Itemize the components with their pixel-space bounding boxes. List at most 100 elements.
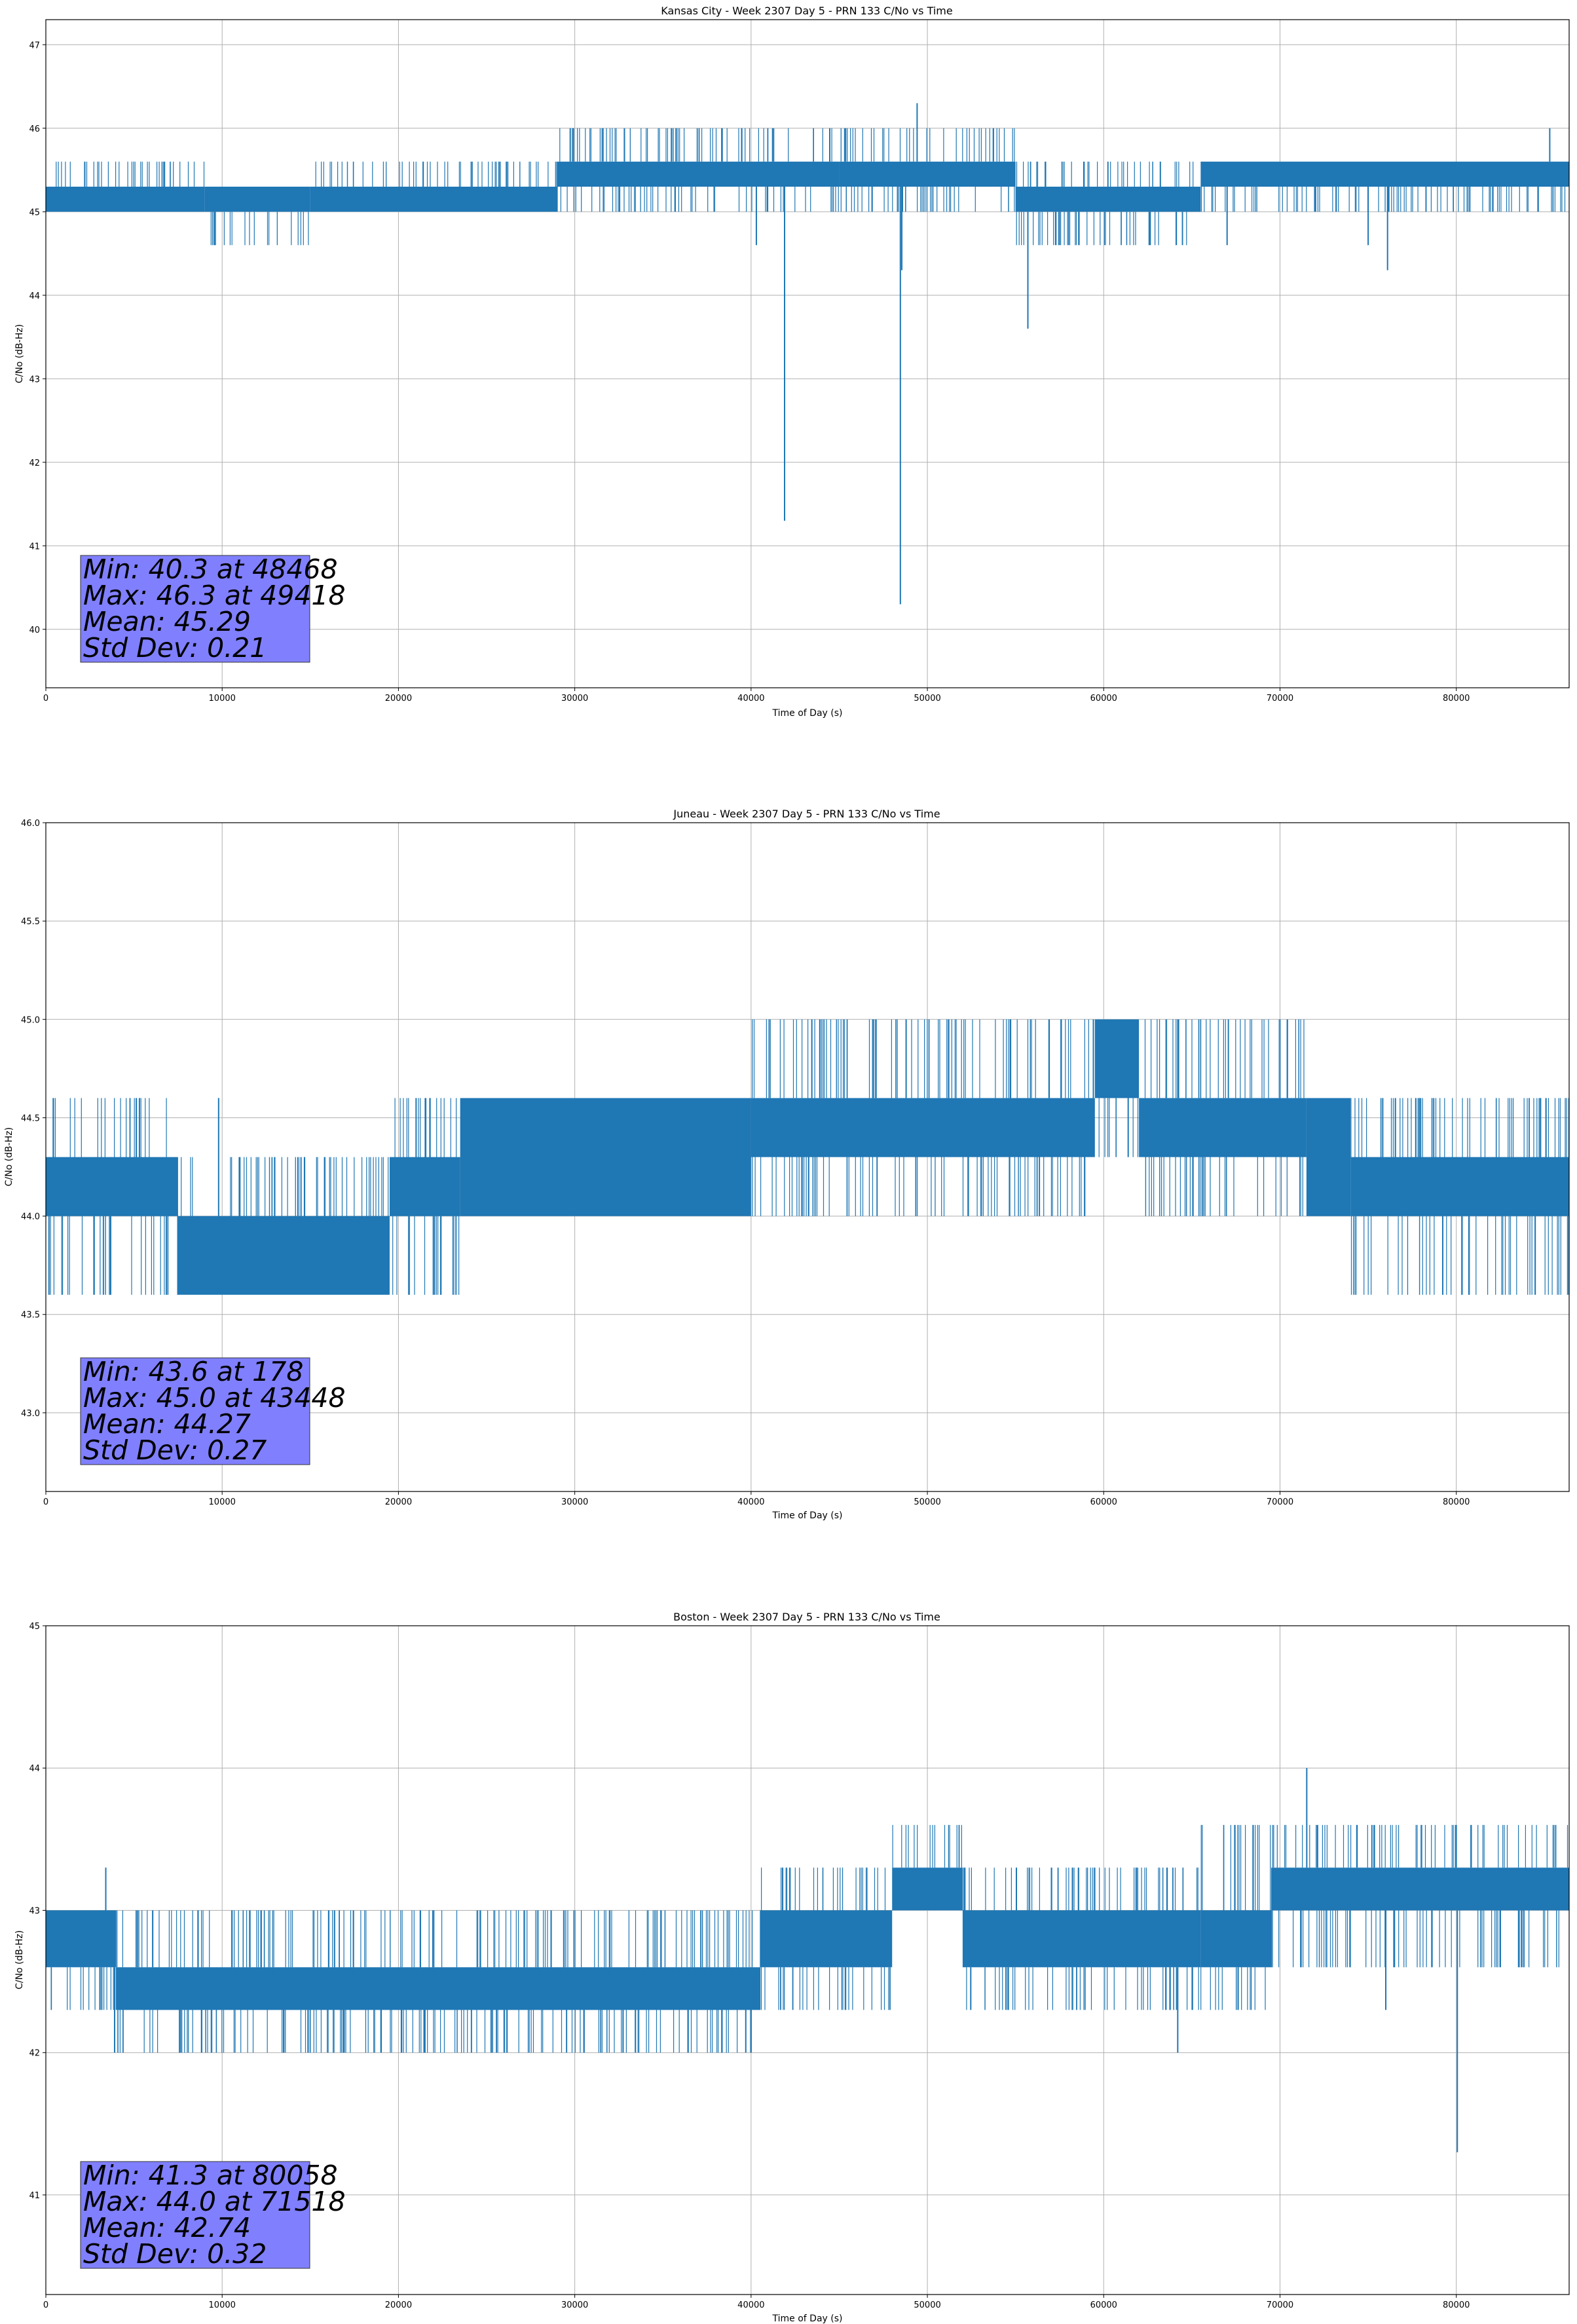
series-spikes [50,1825,1568,2053]
y-tick-label: 46 [29,124,40,134]
x-tick-label: 70000 [1267,2300,1293,2310]
series-band [1200,161,1569,187]
series-spikes [50,1019,1569,1295]
x-tick-label: 30000 [561,1497,588,1507]
stats-box: Min: 43.6 at 178 Max: 45.0 at 43448 Mean… [80,1356,346,1466]
x-tick-label: 80000 [1443,1497,1470,1507]
y-axis-ticks: 43.0 43.5 44.0 44.5 45.0 45.5 46.0 [21,819,46,1419]
stats-box: Min: 41.3 at 80058 Max: 44.0 at 71518 Me… [80,2160,346,2270]
series-band [1350,1157,1569,1216]
stats-std-dev: Std Dev: 0.21 [83,632,267,664]
stats-box-background [80,2161,310,2269]
y-tick-label: 41 [29,542,40,552]
series-band [177,1216,390,1295]
x-tick-label: 20000 [385,1497,412,1507]
stats-box-background [80,1357,310,1465]
x-tick-label: 50000 [914,694,940,703]
x-tick-label: 30000 [561,2300,588,2310]
series-band [116,1967,760,2010]
chart-title: Juneau - Week 2307 Day 5 - PRN 133 C/No … [673,808,940,820]
y-axis-label: C/No (dB-Hz) [4,1127,14,1186]
chart-title: Boston - Week 2307 Day 5 - PRN 133 C/No … [673,1611,940,1623]
y-tick-label: 47 [29,41,40,50]
stats-std-dev: Std Dev: 0.32 [83,2238,267,2270]
series-band [1094,1019,1140,1098]
series-band [1306,1098,1351,1216]
y-tick-label: 46.0 [21,819,40,829]
y-axis-ticks: 40 41 42 43 44 45 46 47 [29,41,46,635]
x-tick-label: 50000 [914,2300,940,2310]
y-tick-label: 43.0 [21,1409,40,1419]
x-axis-label: Time of Day (s) [772,708,843,719]
y-tick-label: 45 [29,208,40,217]
stats-min: Min: 43.6 at 178 [83,1356,303,1387]
series-band [1271,1867,1569,1911]
plot-frame [45,822,1570,1492]
series-band [1200,1910,1272,1968]
series-band [760,1910,893,1968]
stats-max: Max: 44.0 at 71518 [83,2186,346,2217]
y-tick-label: 42 [29,2049,40,2059]
x-tick-label: 80000 [1443,2300,1470,2310]
y-axis-label: C/No (dB-Hz) [14,1930,25,1989]
series-band [892,1867,963,1911]
stats-mean: Mean: 44.27 [83,1408,251,1440]
stats-box-background [80,555,310,663]
x-tick-label: 0 [43,694,48,703]
y-tick-label: 41 [29,2191,40,2201]
x-tick-label: 60000 [1090,694,1117,703]
stats-max: Max: 45.0 at 43448 [83,1382,346,1414]
series-band [46,1910,117,1968]
series-band [310,187,557,212]
y-tick-label: 44 [29,291,40,301]
y-tick-label: 43 [29,375,40,384]
y-axis-label: C/No (dB-Hz) [14,324,25,383]
x-tick-label: 40000 [737,694,764,703]
x-tick-label: 40000 [737,2300,764,2310]
x-tick-label: 0 [43,2300,48,2310]
x-tick-label: 20000 [385,2300,412,2310]
plot-frame [45,1625,1570,2295]
x-tick-label: 40000 [737,1497,764,1507]
y-tick-label: 42 [29,459,40,468]
y-tick-label: 45.5 [21,917,40,927]
x-axis-label: Time of Day (s) [772,1510,843,1521]
subplot-juneau: Juneau - Week 2307 Day 5 - PRN 133 C/No … [4,808,1570,1521]
series-band [204,187,310,212]
x-tick-label: 60000 [1090,1497,1117,1507]
subplot-boston: Boston - Week 2307 Day 5 - PRN 133 C/No … [14,1611,1570,2324]
y-axis-ticks: 41 42 43 44 45 [29,1622,46,2201]
series-band [389,1157,460,1216]
x-tick-label: 0 [43,1497,48,1507]
y-tick-label: 44 [29,1764,40,1774]
x-tick-label: 70000 [1267,1497,1293,1507]
x-tick-label: 10000 [209,1497,236,1507]
chart-title: Kansas City - Week 2307 Day 5 - PRN 133 … [661,5,952,17]
y-tick-label: 45.0 [21,1015,40,1025]
series-band [751,1098,1095,1157]
series-band [460,1098,751,1216]
x-axis-ticks: 0 10000 20000 30000 40000 50000 60000 70000 8000… [43,2295,1470,2310]
y-tick-label: 43 [29,1906,40,1916]
series-band [962,1910,1201,1968]
x-axis-label: Time of Day (s) [772,2314,843,2324]
x-tick-label: 10000 [209,694,236,703]
stats-min: Min: 41.3 at 80058 [83,2160,338,2191]
stats-min: Min: 40.3 at 48468 [83,553,338,585]
x-tick-label: 80000 [1443,694,1470,703]
series-spikes [56,128,1566,246]
y-tick-label: 44.0 [21,1212,40,1222]
subplot-kansas-city: Kansas City - Week 2307 Day 5 - PRN 133 … [14,5,1570,719]
y-tick-label: 45 [29,1622,40,1632]
x-tick-label: 70000 [1267,694,1293,703]
y-tick-label: 43.5 [21,1311,40,1321]
x-tick-label: 30000 [561,694,588,703]
series-band [839,161,1016,187]
plot-area [46,103,1569,605]
x-tick-label: 50000 [914,1497,940,1507]
stats-box: Min: 40.3 at 48468 Max: 46.3 at 49418 Me… [80,553,346,664]
y-tick-label: 44.5 [21,1114,40,1123]
stats-max: Max: 46.3 at 49418 [83,580,346,611]
series-band [46,187,205,212]
plot-frame [45,19,1570,688]
